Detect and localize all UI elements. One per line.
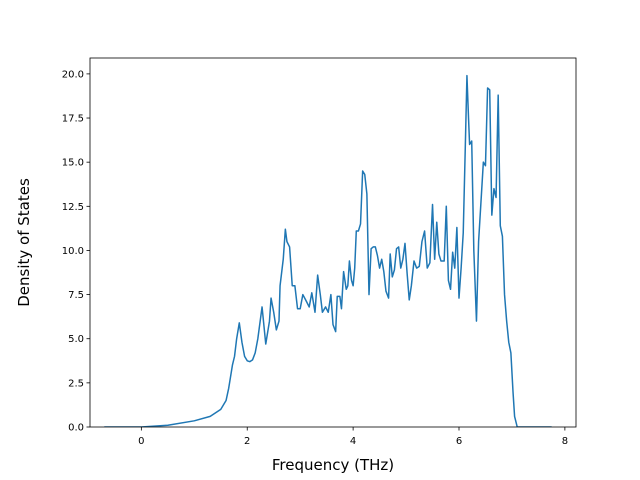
y-tick-label: 7.5 [68,290,84,301]
y-tick-label: 15.0 [62,158,84,169]
y-tick-label: 20.0 [62,69,84,80]
x-tick-label: 4 [350,436,356,447]
x-axis-label: Frequency (THz) [272,456,394,474]
y-tick-label: 12.5 [62,202,84,213]
y-axis-label: Density of States [15,178,33,307]
x-tick-label: 6 [456,436,462,447]
x-tick-label: 8 [562,436,568,447]
y-tick-label: 0.0 [68,423,84,434]
y-tick-label: 10.0 [62,246,84,257]
y-tick-label: 2.5 [68,378,84,389]
y-tick-label: 17.5 [62,114,84,125]
x-tick-label: 0 [138,436,144,447]
y-tick-label: 5.0 [68,334,84,345]
line [104,74,552,427]
plot-frame [89,57,577,428]
x-tick-label: 2 [244,436,250,447]
